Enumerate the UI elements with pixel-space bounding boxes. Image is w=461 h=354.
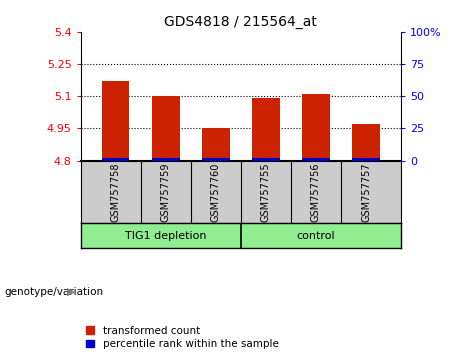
Bar — [252, 98, 280, 161]
Bar — [102, 158, 130, 161]
Text: genotype/variation: genotype/variation — [5, 287, 104, 297]
Legend: transformed count, percentile rank within the sample: transformed count, percentile rank withi… — [86, 326, 278, 349]
Text: ▶: ▶ — [67, 287, 76, 297]
Bar — [202, 129, 230, 161]
Bar — [302, 94, 330, 161]
Text: TIG1 depletion: TIG1 depletion — [125, 231, 207, 241]
Text: GSM757757: GSM757757 — [361, 162, 371, 222]
Bar — [102, 81, 130, 161]
Bar — [352, 124, 380, 161]
Text: GSM757760: GSM757760 — [211, 162, 221, 222]
Text: GSM757759: GSM757759 — [161, 162, 171, 222]
Bar — [352, 158, 380, 161]
Text: GSM757755: GSM757755 — [261, 162, 271, 222]
Bar — [152, 158, 179, 161]
Bar — [252, 158, 280, 161]
Text: control: control — [296, 231, 335, 241]
Text: GSM757756: GSM757756 — [311, 162, 321, 222]
Text: GSM757758: GSM757758 — [111, 162, 121, 222]
Bar — [202, 158, 230, 161]
Bar — [302, 158, 330, 161]
Title: GDS4818 / 215564_at: GDS4818 / 215564_at — [165, 16, 317, 29]
Bar — [152, 96, 179, 161]
